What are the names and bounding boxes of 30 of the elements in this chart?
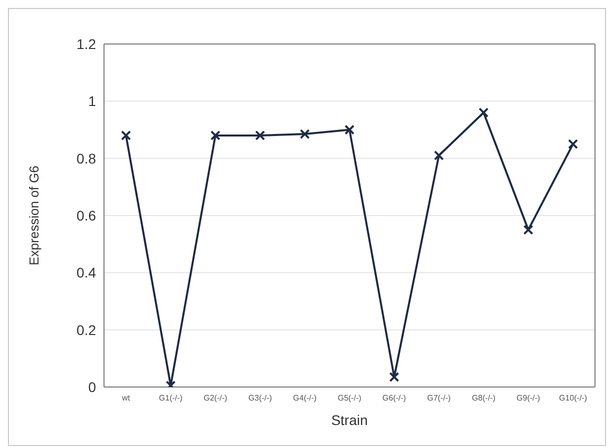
- point: [478, 108, 489, 118]
- y-tick-label: 0.4: [76, 264, 96, 281]
- point: [568, 139, 578, 150]
- y-tick-label: 0.8: [76, 150, 96, 166]
- x-tick-label: G5(-/-): [338, 394, 362, 403]
- point: [210, 130, 220, 140]
- x-tick-label: G7(-/-): [427, 394, 452, 403]
- y-tick-label: 0: [88, 378, 96, 395]
- point: [300, 129, 310, 140]
- x-axis-title: Strain: [331, 412, 368, 428]
- x-tick-label: G2(-/-): [204, 394, 228, 403]
- point: [344, 124, 354, 135]
- x-tick-label: G9(-/-): [516, 394, 540, 403]
- y-tick-label: 1: [88, 93, 96, 110]
- point: [389, 372, 400, 382]
- point: [255, 130, 266, 140]
- y-axis-title: Expression of G6: [26, 166, 42, 266]
- x-tick-label: G4(-/-): [293, 394, 317, 403]
- x-tick-label: G1(-/-): [158, 394, 183, 403]
- point: [523, 224, 534, 235]
- x-tick-label: G8(-/-): [472, 394, 496, 403]
- x-tick-label: G6(-/-): [382, 394, 406, 403]
- point: [121, 130, 131, 140]
- point: [434, 150, 444, 160]
- y-tick-label: 0.2: [76, 322, 96, 338]
- x-tick-label: wt: [121, 394, 131, 403]
- x-tick-label: G3(-/-): [248, 394, 272, 403]
- y-tick-label: 0.6: [76, 207, 96, 224]
- y-tick-label: 1.2: [76, 36, 96, 52]
- x-tick-label: G10(-/-): [559, 394, 588, 403]
